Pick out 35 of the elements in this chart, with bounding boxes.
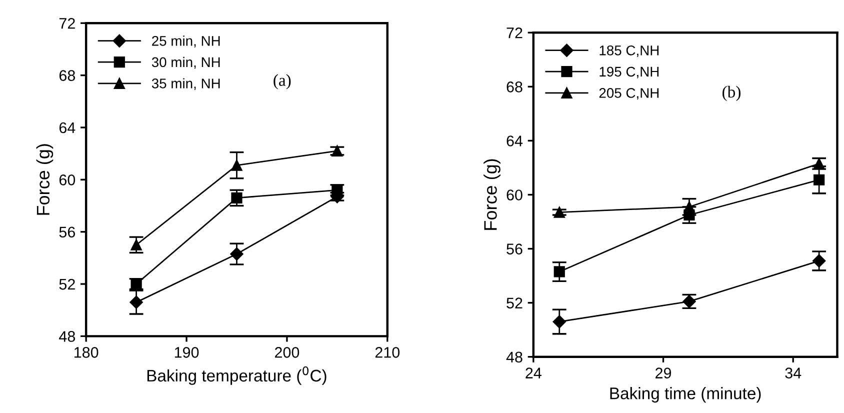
x-tick-label: 210 [375, 347, 400, 358]
y-tick-label: 68 [506, 82, 522, 92]
y-tick-label: 48 [506, 352, 522, 363]
y-tick-label: 64 [59, 122, 76, 134]
legend-label: 30 min, NH [152, 56, 220, 69]
x-axis-title: Baking temperature ($^{0}$C) [147, 366, 326, 385]
annotation: (a) [274, 74, 291, 90]
x-axis-title: Baking time (minute) [610, 387, 761, 403]
legend-label: 25 min, NH [152, 36, 220, 48]
y-tick-label: 68 [59, 70, 76, 81]
x-tick-label: 180 [74, 347, 98, 358]
x-tick-label: 34 [785, 368, 802, 378]
y-tick-label: 52 [506, 298, 522, 308]
legend-label: 35 min, NH [152, 78, 220, 90]
x-tick-label: 200 [274, 347, 300, 358]
y-tick-label: 56 [506, 244, 522, 254]
y-tick-label: 56 [59, 226, 75, 238]
x-tick-label: 24 [526, 368, 542, 378]
point [554, 266, 565, 278]
y-tick-label: 48 [59, 331, 76, 342]
x-tick-label: 190 [174, 347, 199, 358]
legend-label: 205 C,NH [599, 88, 659, 100]
y-tick-label: 64 [506, 136, 523, 146]
legend-label: 195 C,NH [600, 66, 659, 78]
y-axis-title: Force (g) [484, 159, 500, 230]
y-tick-label: 52 [59, 278, 75, 290]
y-tick-label: 60 [506, 190, 522, 200]
x-tick-label: 29 [656, 368, 672, 378]
point [231, 192, 242, 204]
y-tick-label: 72 [506, 27, 522, 38]
y-tick-label: 72 [59, 18, 75, 29]
y-axis-title: Force (g) [36, 144, 54, 215]
legend-label: 185 C,NH [600, 45, 659, 57]
y-tick-label: 60 [59, 174, 76, 186]
annotation: (b) [722, 86, 740, 102]
